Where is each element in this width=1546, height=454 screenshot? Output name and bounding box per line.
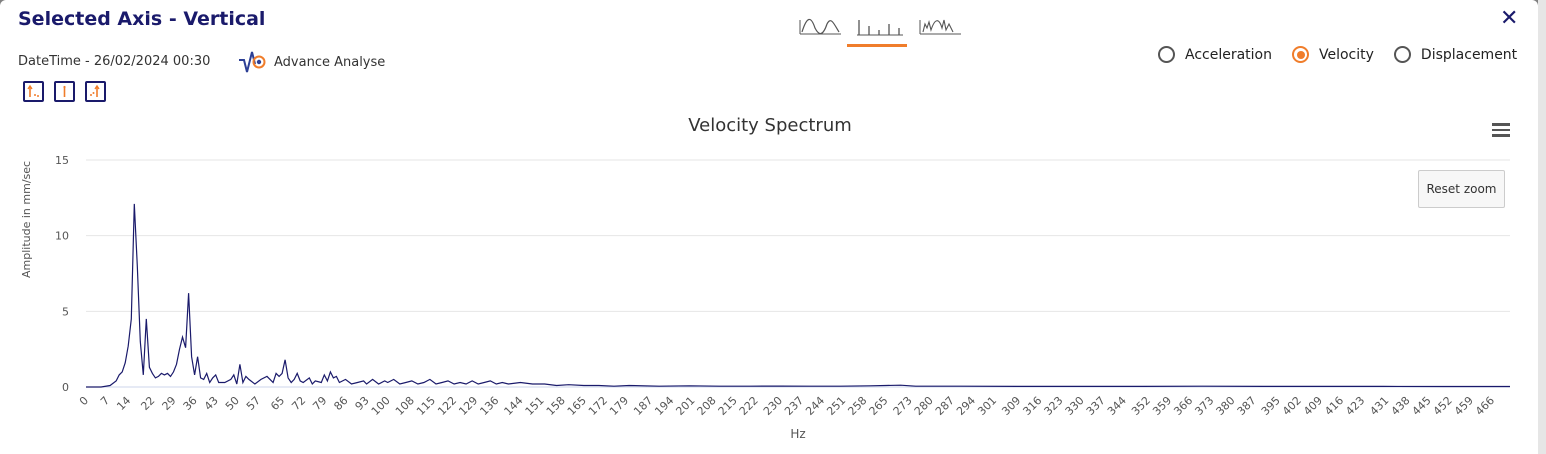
x-tick-label: 323: [1042, 394, 1066, 418]
radio-label: Displacement: [1420, 46, 1518, 63]
radio-displacement[interactable]: Displacement: [1393, 46, 1518, 63]
x-tick-label: 265: [867, 394, 891, 418]
x-tick-label: 280: [912, 394, 936, 418]
x-tick-label: 179: [607, 394, 631, 418]
advance-analyse-link[interactable]: Advance Analyse: [238, 50, 385, 74]
x-tick-label: 244: [803, 394, 827, 418]
radio-label: Acceleration: [1185, 46, 1272, 63]
advance-analyse-label: Advance Analyse: [274, 54, 386, 70]
x-tick-label: 431: [1367, 394, 1391, 418]
x-tick-label: 294: [954, 394, 978, 418]
x-tick-label: 237: [782, 394, 806, 418]
modal-title: Selected Axis - Vertical: [18, 8, 266, 30]
reset-zoom-button[interactable]: Reset zoom: [1418, 170, 1505, 208]
x-tick-label: 452: [1431, 394, 1455, 418]
x-tick-label: 144: [502, 394, 526, 418]
x-tick-label: 301: [975, 394, 999, 418]
x-tick-label: 100: [369, 394, 393, 418]
x-tick-label: 7: [98, 394, 112, 408]
x-tick-label: 445: [1410, 394, 1434, 418]
x-tick-label: 115: [414, 394, 438, 418]
x-tick-label: 122: [435, 394, 459, 418]
close-icon[interactable]: ✕: [1500, 6, 1519, 31]
x-tick-label: 359: [1150, 394, 1174, 418]
radio-circle[interactable]: [1292, 46, 1309, 63]
axial-axis-button[interactable]: [85, 81, 106, 102]
x-tick-label: 50: [223, 394, 242, 413]
x-tick-label: 387: [1235, 394, 1259, 418]
x-tick-label: 251: [824, 394, 848, 418]
x-tick-label: 438: [1389, 394, 1413, 418]
series-line: [86, 203, 1510, 388]
x-tick-label: 395: [1259, 394, 1283, 418]
radio-circle[interactable]: [1393, 46, 1411, 63]
x-axis-title: Hz: [790, 427, 805, 441]
datetime-label: DateTime - 26/02/2024 00:30: [18, 54, 211, 69]
x-tick-label: 402: [1280, 394, 1304, 418]
x-tick-label: 29: [160, 394, 179, 413]
x-tick-label: 316: [1020, 394, 1044, 418]
advance-analyse-icon: [239, 51, 266, 73]
x-tick-label: 409: [1301, 394, 1325, 418]
x-tick-label: 373: [1192, 394, 1216, 418]
x-tick-label: 72: [289, 394, 308, 413]
x-tick-label: 187: [631, 394, 655, 418]
x-tick-label: 208: [695, 394, 719, 418]
x-tick-label: 129: [456, 394, 480, 418]
x-tick-label: 466: [1473, 394, 1497, 418]
x-tick-label: 14: [114, 394, 133, 413]
waveform-view-icon[interactable]: [797, 14, 857, 44]
x-tick-label: 230: [761, 394, 785, 418]
x-tick-label: 65: [268, 394, 287, 413]
horizontal-axis-button[interactable]: [23, 81, 44, 102]
x-tick-label: 79: [310, 394, 329, 413]
x-tick-label: 172: [586, 394, 610, 418]
x-tick-label: 215: [716, 394, 740, 418]
radio-acceleration[interactable]: Acceleration: [1158, 46, 1272, 63]
chart-title: Velocity Spectrum: [688, 115, 852, 136]
x-tick-label: 459: [1452, 394, 1476, 418]
background-panel: [1538, 0, 1546, 454]
x-tick-label: 330: [1063, 394, 1087, 418]
x-tick-label: 309: [999, 394, 1023, 418]
y-tick-label: 0: [62, 381, 69, 394]
x-tick-label: 36: [181, 394, 200, 413]
x-tick-label: 194: [652, 394, 676, 418]
x-tick-label: 416: [1322, 394, 1346, 418]
x-tick-label: 43: [202, 394, 221, 413]
combined-view-icon[interactable]: [917, 14, 977, 44]
x-tick-label: 380: [1214, 394, 1238, 418]
spectrum-view-icon[interactable]: [847, 14, 907, 47]
y-tick-label: 15: [55, 154, 69, 167]
x-tick-label: 165: [565, 394, 589, 418]
x-tick-label: 151: [523, 394, 547, 418]
x-tick-label: 86: [331, 394, 350, 413]
y-tick-label: 10: [55, 230, 69, 243]
x-tick-label: 258: [845, 394, 869, 418]
chart-menu-icon[interactable]: [1492, 123, 1510, 137]
x-tick-label: 22: [138, 394, 157, 413]
spectrum-type-radio-group: Acceleration Velocity Displacement: [1158, 46, 1537, 63]
x-tick-label: 136: [477, 394, 501, 418]
x-tick-label: 108: [393, 394, 417, 418]
x-tick-label: 222: [737, 394, 761, 418]
x-tick-label: 352: [1129, 394, 1153, 418]
x-tick-label: 366: [1171, 394, 1195, 418]
x-tick-label: 273: [891, 394, 915, 418]
x-tick-label: 337: [1084, 394, 1108, 418]
x-tick-label: 344: [1105, 394, 1129, 418]
x-tick-label: 201: [673, 394, 697, 418]
x-tick-label: 287: [933, 394, 957, 418]
x-tick-label: 0: [77, 394, 91, 408]
y-tick-label: 5: [62, 305, 69, 318]
vertical-axis-button[interactable]: [54, 81, 75, 102]
radio-velocity[interactable]: Velocity: [1292, 46, 1374, 63]
x-tick-label: 158: [544, 394, 568, 418]
x-tick-label: 423: [1343, 394, 1367, 418]
radio-label: Velocity: [1319, 46, 1374, 63]
radio-circle[interactable]: [1158, 46, 1175, 63]
x-tick-label: 57: [244, 394, 263, 413]
